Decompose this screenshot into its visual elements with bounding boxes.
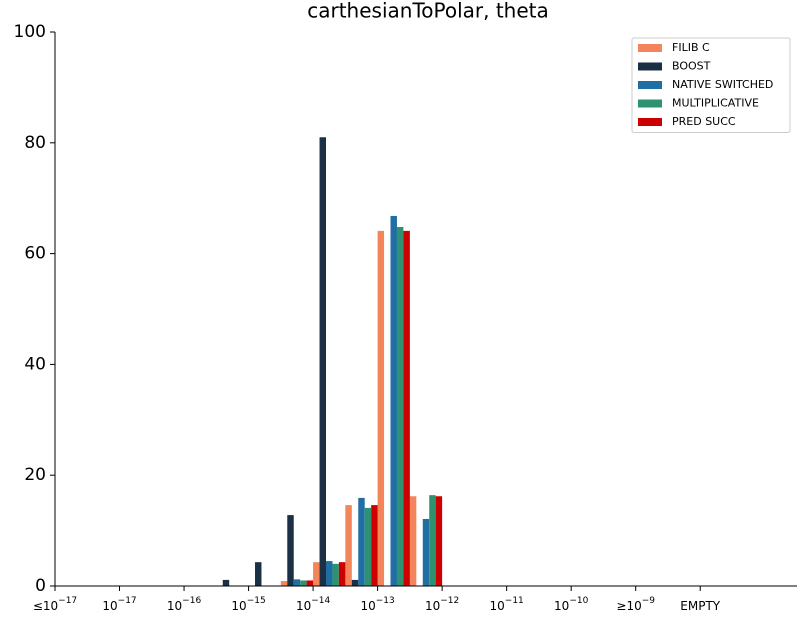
bar bbox=[313, 562, 320, 586]
bar bbox=[435, 496, 443, 586]
legend-swatch bbox=[638, 99, 662, 108]
legend-label: PRED SUCC bbox=[672, 115, 736, 128]
x-tick-label: 10−13 bbox=[360, 596, 394, 613]
bar bbox=[280, 581, 288, 586]
bar bbox=[255, 562, 262, 586]
x-tick-base: 10 bbox=[360, 599, 375, 613]
legend-swatch bbox=[638, 81, 662, 89]
y-tick-label: 20 bbox=[24, 465, 46, 485]
x-tick-label: 10−14 bbox=[296, 596, 331, 613]
bar bbox=[390, 215, 397, 587]
bar bbox=[364, 507, 372, 586]
x-tick-exp: −10 bbox=[569, 596, 588, 606]
x-tick-base: 10 bbox=[425, 599, 440, 613]
x-tick-label: 10−11 bbox=[490, 596, 524, 613]
legend-swatch bbox=[638, 62, 662, 71]
x-tick-label: EMPTY bbox=[680, 599, 721, 613]
bar bbox=[403, 230, 410, 587]
legend-swatch bbox=[638, 118, 662, 126]
bar bbox=[422, 518, 430, 586]
x-tick-exp: −9 bbox=[642, 596, 656, 606]
bar bbox=[332, 563, 339, 586]
bar bbox=[287, 515, 294, 586]
x-tick-label: ≤10−17 bbox=[33, 596, 77, 613]
x-tick-base: ≤10 bbox=[33, 599, 58, 613]
bar bbox=[319, 137, 326, 586]
x-tick-exp: −17 bbox=[58, 596, 77, 606]
x-tick-base: 10 bbox=[231, 599, 246, 613]
x-tick-label: 10−17 bbox=[102, 596, 136, 613]
x-tick-base: 10 bbox=[102, 599, 117, 613]
y-tick-label: 0 bbox=[35, 576, 46, 596]
y-tick-label: 40 bbox=[24, 354, 46, 374]
bar bbox=[325, 561, 333, 586]
chart-title: carthesianToPolar, theta bbox=[307, 0, 549, 23]
legend-swatch bbox=[638, 44, 662, 52]
x-tick-label: 10−15 bbox=[231, 596, 265, 613]
y-tick-label: 100 bbox=[14, 22, 46, 42]
bar bbox=[396, 227, 404, 586]
bar bbox=[371, 505, 378, 586]
bar bbox=[358, 497, 365, 586]
x-tick-exp: −12 bbox=[440, 596, 459, 606]
y-tick-label: 60 bbox=[24, 244, 46, 264]
legend-box bbox=[631, 37, 791, 133]
x-tick-exp: −11 bbox=[505, 596, 524, 606]
bar bbox=[293, 579, 301, 586]
x-tick-exp: −13 bbox=[376, 596, 395, 606]
bar bbox=[338, 562, 346, 586]
x-tick-base: 10 bbox=[167, 599, 182, 613]
x-tick-base: EMPTY bbox=[680, 599, 721, 613]
legend-label: BOOST bbox=[672, 60, 711, 73]
x-tick-base: 10 bbox=[554, 599, 569, 613]
bar bbox=[409, 496, 417, 586]
legend-label: MULTIPLICATIVE bbox=[672, 97, 759, 110]
x-tick-label: 10−12 bbox=[425, 596, 459, 613]
x-tick-exp: −14 bbox=[311, 596, 330, 606]
x-tick-base: 10 bbox=[296, 599, 311, 613]
x-tick-base: 10 bbox=[490, 599, 505, 613]
y-tick-label: 80 bbox=[24, 133, 46, 153]
bar bbox=[300, 580, 307, 586]
bar bbox=[306, 580, 314, 586]
bar bbox=[377, 230, 385, 587]
legend-label: FILIB C bbox=[672, 41, 710, 54]
x-tick-exp: −17 bbox=[118, 596, 137, 606]
x-tick-base: ≥10 bbox=[616, 599, 641, 613]
x-tick-label: 10−16 bbox=[167, 596, 202, 613]
x-tick-exp: −16 bbox=[182, 596, 201, 606]
bar bbox=[351, 579, 359, 586]
legend-label: NATIVE SWITCHED bbox=[672, 78, 773, 91]
x-tick-label: 10−10 bbox=[554, 596, 589, 613]
bar bbox=[429, 495, 436, 586]
x-tick-exp: −15 bbox=[247, 596, 266, 606]
bar bbox=[222, 579, 230, 586]
bar bbox=[345, 505, 352, 586]
x-tick-label: ≥10−9 bbox=[616, 596, 655, 613]
